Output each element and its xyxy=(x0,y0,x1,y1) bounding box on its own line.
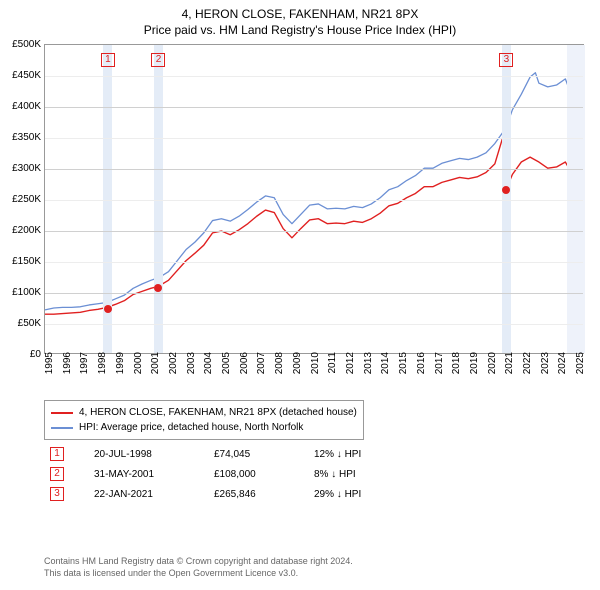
legend-label: 4, HERON CLOSE, FAKENHAM, NR21 8PX (deta… xyxy=(79,405,357,420)
points-table-date: 20-JUL-1998 xyxy=(94,449,214,460)
x-tick-label: 2005 xyxy=(222,342,232,372)
legend-swatch xyxy=(51,427,73,429)
y-grid-line xyxy=(45,324,583,325)
points-table-index-box: 2 xyxy=(50,467,64,481)
x-tick-label: 2018 xyxy=(452,342,462,372)
y-grid-line xyxy=(45,200,583,201)
marker-label-box: 1 xyxy=(101,53,115,67)
series-hpi xyxy=(45,73,571,310)
y-tick-label: £400K xyxy=(12,102,41,112)
x-tick-label: 2023 xyxy=(541,342,551,372)
points-table-row: 1 20-JUL-1998£74,04512% ↓ HPI xyxy=(44,444,414,464)
x-tick-label: 2001 xyxy=(151,342,161,372)
series-price_paid xyxy=(45,134,571,314)
marker-points-table: 1 20-JUL-1998£74,04512% ↓ HPI 2 31-MAY-2001… xyxy=(44,444,414,504)
chart-vband xyxy=(154,45,163,353)
chart-vband xyxy=(567,45,585,353)
x-tick-label: 2020 xyxy=(488,342,498,372)
points-table-delta: 29% ↓ HPI xyxy=(314,489,414,500)
footer-line-2: This data is licensed under the Open Gov… xyxy=(44,568,298,578)
x-tick-label: 2002 xyxy=(169,342,179,372)
y-grid-line xyxy=(45,107,583,108)
points-table-delta: 8% ↓ HPI xyxy=(314,469,414,480)
y-grid-line xyxy=(45,293,583,294)
x-tick-label: 2006 xyxy=(240,342,250,372)
y-tick-label: £500K xyxy=(12,40,41,50)
chart-title-block: 4, HERON CLOSE, FAKENHAM, NR21 8PX Price… xyxy=(0,0,600,38)
legend-swatch xyxy=(51,412,73,414)
points-table-row: 2 31-MAY-2001£108,0008% ↓ HPI xyxy=(44,464,414,484)
title-line-2: Price paid vs. HM Land Registry's House … xyxy=(0,22,600,38)
footer-line-1: Contains HM Land Registry data © Crown c… xyxy=(44,556,353,566)
x-tick-label: 2021 xyxy=(505,342,515,372)
x-tick-label: 2019 xyxy=(470,342,480,372)
x-tick-label: 2004 xyxy=(204,342,214,372)
x-tick-label: 2014 xyxy=(381,342,391,372)
x-tick-label: 2022 xyxy=(523,342,533,372)
x-tick-label: 2013 xyxy=(364,342,374,372)
y-tick-label: £450K xyxy=(12,71,41,81)
points-table-price: £108,000 xyxy=(214,469,314,480)
y-tick-label: £350K xyxy=(12,133,41,143)
points-table-date: 22-JAN-2021 xyxy=(94,489,214,500)
x-tick-label: 2017 xyxy=(435,342,445,372)
points-table-delta: 12% ↓ HPI xyxy=(314,449,414,460)
marker-dot xyxy=(104,305,112,313)
x-tick-label: 2008 xyxy=(275,342,285,372)
x-tick-label: 2016 xyxy=(417,342,427,372)
x-tick-label: 2003 xyxy=(187,342,197,372)
marker-label-box: 2 xyxy=(151,53,165,67)
points-table-index-box: 1 xyxy=(50,447,64,461)
legend-row: 4, HERON CLOSE, FAKENHAM, NR21 8PX (deta… xyxy=(51,405,357,420)
legend-row: HPI: Average price, detached house, Nort… xyxy=(51,420,357,435)
y-grid-line xyxy=(45,231,583,232)
points-table-row: 3 22-JAN-2021£265,84629% ↓ HPI xyxy=(44,484,414,504)
y-grid-line xyxy=(45,76,583,77)
x-tick-label: 2010 xyxy=(311,342,321,372)
y-tick-label: £0 xyxy=(30,350,41,360)
chart-vband xyxy=(502,45,511,353)
x-tick-label: 1999 xyxy=(116,342,126,372)
y-tick-label: £150K xyxy=(12,257,41,267)
x-tick-label: 1998 xyxy=(98,342,108,372)
x-tick-label: 2000 xyxy=(134,342,144,372)
x-tick-label: 1995 xyxy=(45,342,55,372)
points-table-price: £265,846 xyxy=(214,489,314,500)
x-tick-label: 2011 xyxy=(328,342,338,372)
y-tick-label: £200K xyxy=(12,226,41,236)
x-tick-label: 2015 xyxy=(399,342,409,372)
points-table-date: 31-MAY-2001 xyxy=(94,469,214,480)
y-grid-line xyxy=(45,262,583,263)
x-tick-label: 2012 xyxy=(346,342,356,372)
legend-box: 4, HERON CLOSE, FAKENHAM, NR21 8PX (deta… xyxy=(44,400,364,440)
y-tick-label: £50K xyxy=(18,319,41,329)
marker-label-box: 3 xyxy=(499,53,513,67)
y-tick-label: £300K xyxy=(12,164,41,174)
y-tick-label: £250K xyxy=(12,195,41,205)
points-table-index-box: 3 xyxy=(50,487,64,501)
title-line-1: 4, HERON CLOSE, FAKENHAM, NR21 8PX xyxy=(0,6,600,22)
marker-dot xyxy=(502,186,510,194)
marker-dot xyxy=(154,284,162,292)
x-tick-label: 2009 xyxy=(293,342,303,372)
chart-plot-area: £0£50K£100K£150K£200K£250K£300K£350K£400… xyxy=(44,44,584,354)
x-tick-label: 1996 xyxy=(63,342,73,372)
x-tick-label: 2007 xyxy=(257,342,267,372)
legend-label: HPI: Average price, detached house, Nort… xyxy=(79,420,303,435)
y-grid-line xyxy=(45,138,583,139)
x-tick-label: 2025 xyxy=(576,342,586,372)
x-tick-label: 2024 xyxy=(558,342,568,372)
y-tick-label: £100K xyxy=(12,288,41,298)
y-grid-line xyxy=(45,169,583,170)
x-tick-label: 1997 xyxy=(80,342,90,372)
points-table-price: £74,045 xyxy=(214,449,314,460)
